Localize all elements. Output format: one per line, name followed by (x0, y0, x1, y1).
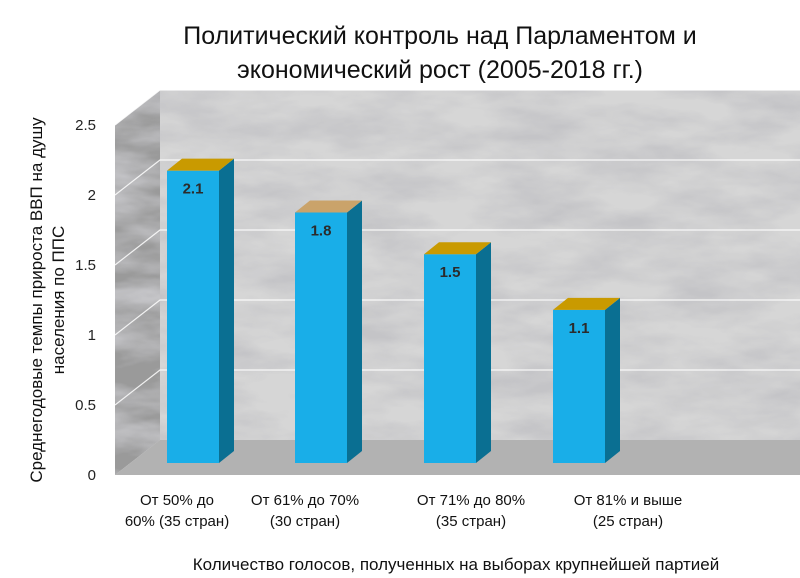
bar-side (347, 200, 362, 463)
y-tick-label: 2 (88, 187, 96, 204)
x-category-label: От 50% до (140, 492, 214, 509)
gridline (114, 159, 800, 196)
y-tick-label: 2.5 (75, 117, 96, 134)
x-axis-categories: От 50% до 60% (35 стран) От 61% до 70% (30 … (125, 492, 682, 530)
x-axis-label: Количество голосов, полученных на выбора… (193, 555, 720, 574)
y-tick-label: 0 (88, 467, 96, 484)
bar-top (167, 158, 234, 171)
bar-top (295, 200, 362, 213)
gridline (114, 89, 800, 126)
bar-data-label: 2.1 (183, 181, 204, 198)
chart-title-line-1: Политический контроль над Парламентом и (183, 22, 696, 50)
bar-front (167, 170, 219, 463)
bar-front (295, 212, 347, 463)
x-category-label: (35 стран) (436, 513, 506, 530)
chart-left-wall (115, 90, 160, 475)
y-axis-label-line-2: населения по ППС (49, 226, 68, 375)
bars: 2.1 1.8 1.5 1.1 (167, 158, 620, 463)
bar: 1.8 (295, 200, 362, 463)
bar-side (605, 297, 620, 463)
gridline (114, 229, 800, 266)
bar-data-label: 1.1 (569, 320, 590, 337)
bar-top (553, 297, 620, 310)
bar-data-label: 1.8 (311, 222, 332, 239)
bar-front (424, 254, 476, 463)
x-category-label: От 61% до 70% (251, 492, 359, 509)
bar-front (553, 309, 605, 463)
y-axis-label-line-1: Среднегодовые темпы прироста ВВП на душу (27, 117, 46, 483)
bar: 2.1 (167, 158, 234, 463)
chart-title-line-2: экономический рост (2005-2018 гг.) (237, 56, 643, 84)
y-axis-ticks: 0 0.5 1 1.5 2 2.5 (75, 117, 96, 484)
y-tick-label: 0.5 (75, 397, 96, 414)
y-tick-label: 1 (88, 327, 96, 344)
bar-side (219, 158, 234, 463)
x-category-label: (25 стран) (593, 513, 663, 530)
bar-top (424, 242, 491, 255)
y-tick-label: 1.5 (75, 257, 96, 274)
bar-side (476, 242, 491, 463)
bar-data-label: 1.5 (440, 264, 461, 281)
bar: 1.5 (424, 242, 491, 463)
x-category-label: (30 стран) (270, 513, 340, 530)
bar: 1.1 (553, 297, 620, 463)
x-category-label: От 81% и выше (574, 492, 683, 509)
x-category-label: От 71% до 80% (417, 492, 525, 509)
x-category-label: 60% (35 стран) (125, 513, 229, 530)
